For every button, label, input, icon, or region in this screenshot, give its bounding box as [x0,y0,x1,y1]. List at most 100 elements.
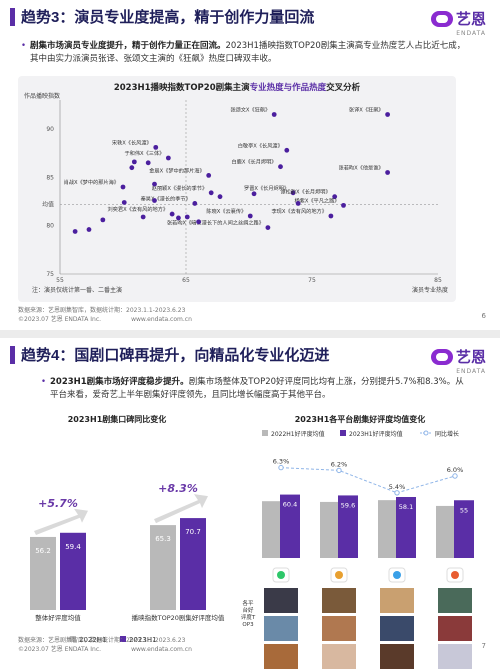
x-tick-label: 75 [308,277,316,284]
endata-logo-icon [430,10,453,27]
endata-logo: 艺恩 ENDATA [430,8,486,37]
point-label: 张若昀X《他是谁》 [339,164,384,172]
drama-poster-image [438,588,472,613]
point-label: 张颂文X《狂飙》 [230,106,270,114]
logo-cn-text: 艺恩 [455,11,486,28]
platform-logo-mark [451,571,459,579]
bullet-body: 剧集市场整体及TOP20好评度同比均有上涨，分别提升5.7%和8.3%。从平台来… [50,377,464,400]
legend-marker [423,430,429,436]
growth-label: +5.7% [38,497,78,510]
point-label: 于和伟X《三体》 [124,149,164,157]
right-bar-curr [280,494,300,558]
endata-logo-icon [430,348,453,365]
slide2-website: www.endata.com.cn [131,646,192,653]
scatter-point [271,112,277,117]
right-bar-prev [378,500,398,558]
left-bar [150,525,176,610]
right-bar-prev [262,501,282,558]
scatter-point [72,229,78,234]
logo-en-text: ENDATA [456,368,486,375]
scatter-point [129,165,135,171]
growth-label: +8.3% [158,482,198,495]
right-bar-value: 55 [460,506,468,514]
scatter-note: 注：演员仅统计第一番、二番主演 [32,286,122,294]
left-bar-value: 65.3 [155,535,171,543]
drama-poster-image [380,588,414,613]
drama-poster-image [438,616,472,641]
slide2-page-number: 7 [481,642,486,650]
scatter-point [284,147,290,153]
slide2-bullet: 2023H1剧集市场好评度稳步提升。剧集市场整体及TOP20好评度同比均有上涨，… [41,376,470,402]
x-tick-label: 85 [434,277,442,284]
drama-poster-image [322,616,356,641]
point-label: 宋轶X《长风渡》 [112,138,152,146]
right-chart-title: 2023H1各平台剧集好评度均值变化 [295,414,426,424]
scatter-point [247,213,253,219]
y-tick-label: 80 [46,223,54,230]
poster-label-line: 评度T [241,613,256,621]
title-suffix: 交叉分析 [326,82,361,93]
scatter-point [341,202,346,208]
scatter-point [120,184,126,190]
scatter-panel: 2023H1播映指数TOP20剧集主演专业热度与作品热度交叉分析 作品播映指数 … [18,76,456,302]
platform-logo-mark [393,571,401,579]
scatter-point [131,159,137,165]
growth-value: 6.0% [447,466,464,474]
scatter-point [385,112,390,117]
point-label: 谭松韵X《长月烬明》 [280,188,330,196]
slide-trend-4: 趋势4：国剧口碑再提升，向精品化专业化迈进 艺恩 ENDATA 2023H1剧集… [0,338,500,669]
left-category-label: 播映指数TOP20剧集好评度均值 [132,613,225,622]
title-highlight: 专业热度与作品热度 [250,82,327,93]
scatter-point [265,225,271,231]
drama-poster-image [322,644,356,669]
scatter-point [328,213,334,219]
scatter-point [192,201,198,206]
left-chart-title: 2023H1剧集口碑同比变化 [68,414,167,424]
slide2-title: 趋势4：国剧口碑再提升，向精品化专业化迈进 [21,347,330,364]
right-bar-value: 60.4 [283,501,297,509]
right-bar-curr [396,496,416,558]
scatter-point [278,164,283,170]
slide1-title: 趋势3：演员专业度提高，精于创作力量回流 [21,9,315,26]
right-bar-value: 59.6 [341,501,355,509]
legend-label: 2023H1 [129,636,157,644]
scatter-point [153,144,159,150]
slide-separator [0,330,500,338]
growth-value: 5.4% [389,483,406,491]
scatter-point [332,194,338,200]
point-label: 白鹿X《长月烬明》 [231,158,276,166]
legend-label: 2022H1 [79,636,107,644]
right-bar-prev [436,505,456,558]
scatter-point [217,194,223,200]
slide1-bullet: 剧集市场演员专业度提升，精于创作力量正在回流。2023H1播映指数TOP20剧集… [21,40,470,66]
left-bar [180,518,206,610]
point-label: 秦昊X《漫长的季节》 [141,194,191,202]
drama-poster-image [438,644,472,669]
right-bar-prev [320,501,340,558]
left-bar-value: 70.7 [185,528,201,536]
point-label: 张译X《狂飙》 [349,106,384,114]
bullet-body: 2023H1播映指数TOP20剧集主演高专业热度艺人占比近七成，其中由实力派演员… [30,41,466,64]
drama-poster-image [322,588,356,613]
logo-en-text: ENDATA [456,30,486,37]
left-bar-value: 56.2 [35,547,51,555]
y-tick-label: 85 [46,174,54,181]
growth-arrow [34,508,88,535]
left-bar-value: 59.4 [65,543,81,551]
scatter-point [169,211,175,217]
scatter-point [86,227,92,232]
scatter-chart: 2023H1播映指数TOP20剧集主演专业热度与作品热度交叉分析 作品播映指数 … [24,82,448,294]
slide1-copyright: ©2023.07 艺恩 ENDATA Inc. [18,316,102,323]
endata-logo: 艺恩 ENDATA [430,346,486,375]
point-label: 金晨X《梦中的那片海》 [149,166,204,174]
poster-label-line: 各平 [242,599,254,607]
drama-poster-image [264,616,298,641]
growth-line [280,467,456,494]
title-accent-bar [10,345,15,364]
platform-logo-mark [277,571,285,579]
right-bar-value: 58.1 [399,503,413,511]
scatter-point [206,173,212,178]
poster-label-line: 台好 [242,606,254,614]
growth-arrow [154,494,208,524]
growth-value: 6.3% [273,458,290,466]
